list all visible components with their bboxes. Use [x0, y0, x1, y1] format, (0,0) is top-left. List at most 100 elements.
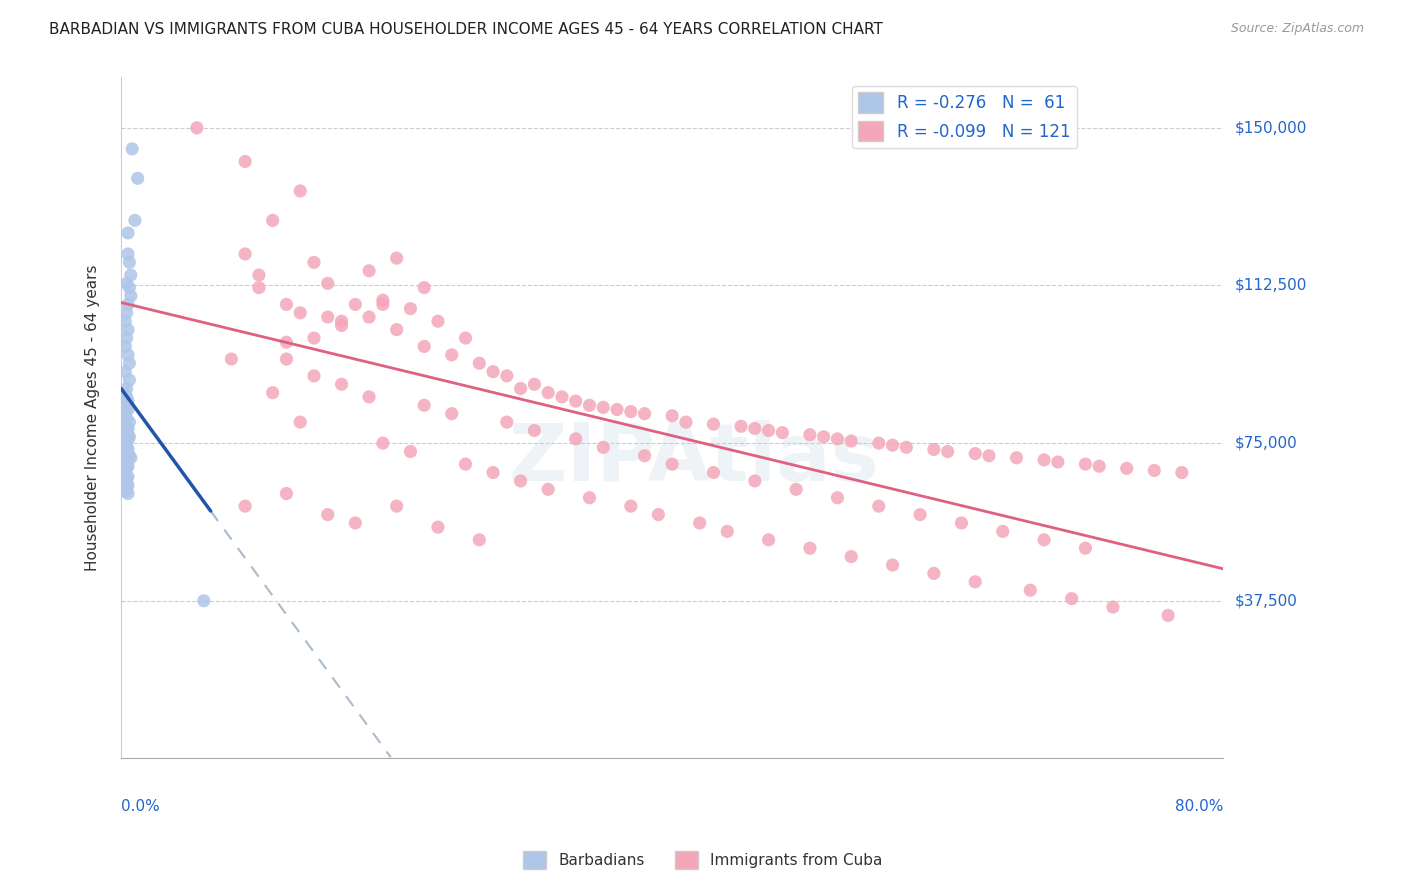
- Point: [115, 447, 138, 461]
- Point: [827, 491, 849, 505]
- Point: [770, 425, 793, 440]
- Point: [716, 524, 738, 539]
- Point: [114, 436, 136, 450]
- Point: [276, 352, 298, 367]
- Point: [117, 478, 139, 492]
- Point: [413, 280, 436, 294]
- Point: [482, 365, 505, 379]
- Point: [115, 461, 138, 475]
- Point: [1171, 466, 1194, 480]
- Point: [827, 432, 849, 446]
- Point: [592, 440, 614, 454]
- Point: [276, 335, 298, 350]
- Point: [482, 466, 505, 480]
- Point: [115, 455, 138, 469]
- Point: [359, 264, 381, 278]
- Point: [121, 142, 143, 156]
- Point: [330, 314, 353, 328]
- Point: [1115, 461, 1137, 475]
- Point: [564, 394, 586, 409]
- Point: [606, 402, 628, 417]
- Point: [120, 268, 142, 282]
- Point: [115, 306, 138, 320]
- Point: [509, 382, 531, 396]
- Point: [330, 318, 353, 333]
- Legend: R = -0.276   N =  61, R = -0.099   N = 121: R = -0.276 N = 61, R = -0.099 N = 121: [852, 86, 1077, 148]
- Point: [117, 459, 139, 474]
- Point: [908, 508, 931, 522]
- Point: [868, 436, 890, 450]
- Point: [1019, 583, 1042, 598]
- Point: [936, 444, 959, 458]
- Text: 80.0%: 80.0%: [1175, 799, 1223, 814]
- Point: [316, 310, 339, 324]
- Point: [950, 516, 973, 530]
- Point: [302, 331, 325, 345]
- Point: [117, 402, 139, 417]
- Point: [114, 385, 136, 400]
- Point: [385, 323, 408, 337]
- Point: [114, 453, 136, 467]
- Point: [247, 268, 270, 282]
- Point: [316, 277, 339, 291]
- Point: [758, 533, 780, 547]
- Point: [426, 520, 449, 534]
- Point: [115, 472, 138, 486]
- Point: [193, 593, 215, 607]
- Point: [118, 356, 141, 370]
- Point: [114, 466, 136, 480]
- Text: ZIPAtlas: ZIPAtlas: [509, 420, 880, 498]
- Text: Source: ZipAtlas.com: Source: ZipAtlas.com: [1230, 22, 1364, 36]
- Point: [620, 499, 643, 513]
- Point: [359, 310, 381, 324]
- Point: [702, 417, 724, 432]
- Point: [114, 474, 136, 488]
- Point: [118, 255, 141, 269]
- Text: $150,000: $150,000: [1234, 120, 1306, 136]
- Point: [117, 226, 139, 240]
- Point: [115, 390, 138, 404]
- Point: [578, 398, 600, 412]
- Point: [413, 398, 436, 412]
- Point: [468, 533, 491, 547]
- Point: [117, 432, 139, 446]
- Point: [440, 407, 463, 421]
- Point: [537, 483, 560, 497]
- Point: [385, 499, 408, 513]
- Point: [186, 120, 208, 135]
- Point: [115, 398, 138, 412]
- Point: [523, 424, 546, 438]
- Y-axis label: Householder Income Ages 45 - 64 years: Householder Income Ages 45 - 64 years: [86, 265, 100, 571]
- Point: [702, 466, 724, 480]
- Point: [689, 516, 711, 530]
- Point: [661, 409, 683, 423]
- Point: [290, 306, 312, 320]
- Point: [127, 171, 149, 186]
- Point: [744, 474, 766, 488]
- Point: [117, 421, 139, 435]
- Point: [115, 331, 138, 345]
- Point: [262, 213, 284, 227]
- Point: [117, 297, 139, 311]
- Point: [413, 339, 436, 353]
- Text: $75,000: $75,000: [1234, 435, 1296, 450]
- Point: [124, 213, 146, 227]
- Text: $112,500: $112,500: [1234, 278, 1306, 293]
- Point: [117, 442, 139, 457]
- Point: [882, 438, 904, 452]
- Point: [399, 444, 422, 458]
- Point: [868, 499, 890, 513]
- Point: [344, 516, 367, 530]
- Point: [316, 508, 339, 522]
- Point: [991, 524, 1014, 539]
- Point: [578, 491, 600, 505]
- Point: [468, 356, 491, 370]
- Point: [290, 415, 312, 429]
- Point: [730, 419, 752, 434]
- Point: [882, 558, 904, 572]
- Point: [120, 450, 142, 465]
- Point: [233, 154, 256, 169]
- Point: [233, 499, 256, 513]
- Point: [117, 394, 139, 409]
- Point: [115, 438, 138, 452]
